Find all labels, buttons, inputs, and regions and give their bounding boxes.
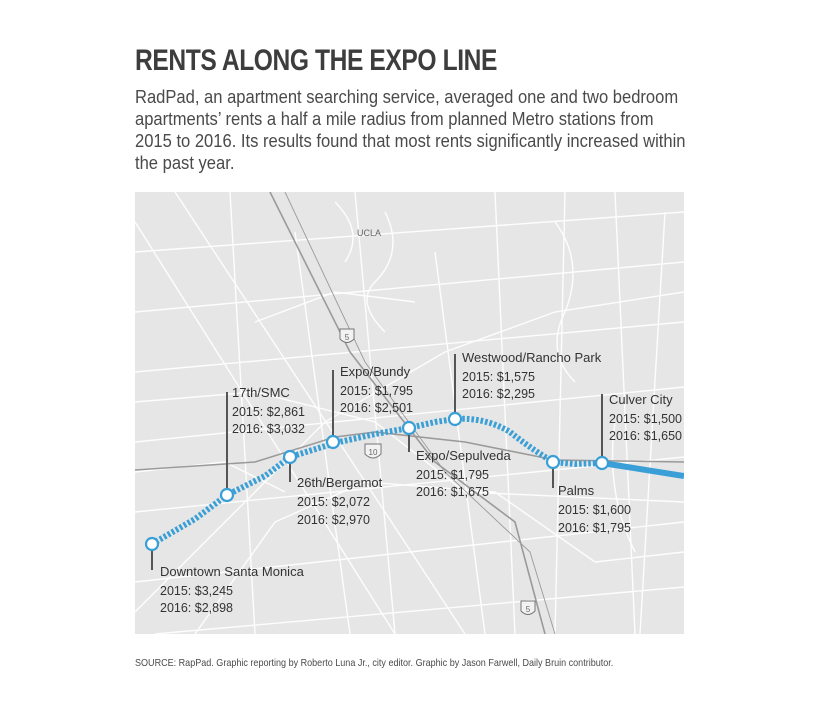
svg-text:17th/SMC: 17th/SMC [232,385,290,400]
svg-text:2015: $1,795: 2015: $1,795 [340,384,413,398]
expo-line-planned [150,415,603,547]
page-title: RENTS ALONG THE EXPO LINE [135,44,497,77]
svg-text:2016: $2,295: 2016: $2,295 [462,387,535,401]
svg-text:Expo/Bundy: Expo/Bundy [340,364,411,379]
svg-text:10: 10 [369,448,378,457]
i10-shield: 10 [364,443,382,459]
svg-text:5: 5 [526,605,531,614]
map-svg: 5 10 5 UCLA [135,192,684,634]
station-marker [545,454,561,470]
station-marker [144,536,160,552]
source-credit: SOURCE: RapPad. Graphic reporting by Rob… [135,657,614,669]
svg-text:2016: $2,501: 2016: $2,501 [340,401,413,415]
svg-text:2015: $1,795: 2015: $1,795 [416,468,489,482]
station-label-expo-sepulveda: Expo/Sepulveda 2015: $1,795 2016: $1,675 [416,448,511,499]
svg-text:Expo/Sepulveda: Expo/Sepulveda [416,448,511,463]
expo-line-existing [601,460,684,479]
svg-text:2015: $3,245: 2015: $3,245 [160,584,233,598]
i405-shield-bottom: 5 [520,600,536,615]
svg-text:2015: $1,600: 2015: $1,600 [558,503,631,517]
street-grid [135,192,684,634]
i5-shield-top: 5 [339,328,355,343]
station-label-17th-smc: 17th/SMC 2015: $2,861 2016: $3,032 [232,385,305,436]
svg-text:2016: $2,898: 2016: $2,898 [160,601,233,615]
station-label-expo-bundy: Expo/Bundy 2015: $1,795 2016: $2,501 [340,364,413,415]
station-marker [401,420,417,436]
svg-text:Westwood/Rancho Park: Westwood/Rancho Park [462,350,602,365]
svg-text:Downtown Santa Monica: Downtown Santa Monica [160,564,305,579]
svg-text:2016: $3,032: 2016: $3,032 [232,422,305,436]
svg-text:2016: $1,650: 2016: $1,650 [609,429,682,443]
svg-text:2016: $2,970: 2016: $2,970 [297,513,370,527]
svg-text:2015: $2,861: 2015: $2,861 [232,405,305,419]
station-marker [282,449,298,465]
station-label-26th-bergamot: 26th/Bergamot 2015: $2,072 2016: $2,970 [297,475,383,527]
svg-text:5: 5 [345,333,350,342]
station-marker [447,411,463,427]
i405-freeway [269,192,546,634]
station-label-palms: Palms 2015: $1,600 2016: $1,795 [558,483,631,535]
svg-text:2016: $1,795: 2016: $1,795 [558,521,631,535]
ucla-label: UCLA [357,228,381,238]
station-marker [594,455,610,471]
svg-text:Palms: Palms [558,483,595,498]
station-marker [325,434,341,450]
station-markers [144,411,610,552]
svg-text:2015: $2,072: 2015: $2,072 [297,495,370,509]
station-label-culver-city: Culver City 2015: $1,500 2016: $1,650 [609,392,682,443]
intro-paragraph: RadPad, an apartment searching service, … [135,87,686,173]
svg-text:Culver City: Culver City [609,392,673,407]
map-panel: 5 10 5 UCLA [135,192,684,634]
svg-text:2015: $1,500: 2015: $1,500 [609,412,682,426]
svg-text:2015: $1,575: 2015: $1,575 [462,370,535,384]
station-label-westwood-rancho-park: Westwood/Rancho Park 2015: $1,575 2016: … [462,350,602,401]
svg-text:2016: $1,675: 2016: $1,675 [416,485,489,499]
station-label-downtown-santa-monica: Downtown Santa Monica 2015: $3,245 2016:… [160,564,305,615]
svg-text:26th/Bergamot: 26th/Bergamot [297,475,383,490]
station-marker [219,487,235,503]
